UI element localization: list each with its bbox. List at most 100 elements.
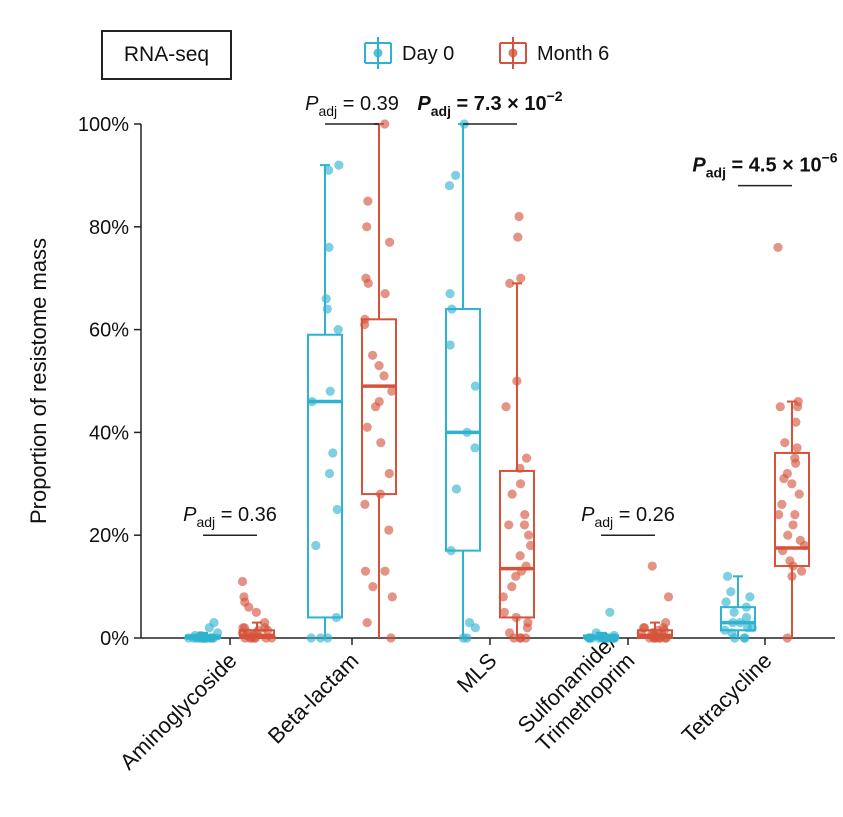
box-month-6-2 — [498, 211, 536, 643]
data-point — [380, 289, 390, 299]
data-point — [793, 396, 803, 407]
legend-item-day-0: Day 0 — [364, 37, 454, 69]
legend-swatch-dot — [508, 48, 518, 58]
data-point — [783, 530, 793, 540]
data-point — [782, 468, 792, 479]
p-value-text: Padj = 0.26 — [581, 504, 675, 530]
data-point — [745, 592, 755, 602]
data-point — [470, 443, 480, 453]
panel-label-box: RNA-seq — [101, 30, 232, 80]
x-tick-label: Tetracycline — [677, 648, 777, 748]
p-value-annotation-2: Padj = 7.3 × 10−2 — [417, 88, 563, 125]
box-month-6-1 — [360, 119, 397, 643]
box-month-6-3 — [636, 561, 674, 643]
data-point — [328, 448, 338, 458]
data-point — [741, 612, 752, 623]
data-point — [791, 417, 801, 427]
axes: 0% 20% 40% 60% 80% 100% Proportion of resistom… — [26, 114, 835, 774]
data-point — [513, 232, 523, 242]
data-point — [251, 607, 261, 617]
p-value: = 4.5 × 10 — [726, 155, 822, 177]
p-value-annotation-3: Padj = 0.26 — [581, 504, 675, 536]
data-point — [385, 237, 395, 247]
data-point — [505, 278, 515, 288]
p-subscript: adj — [706, 165, 726, 181]
box-iqr — [361, 318, 397, 496]
x-tick-label: Sulfonamide/Trimethoprim — [512, 629, 640, 757]
x-tick-label: MLS — [452, 648, 502, 698]
data-point — [729, 607, 739, 617]
data-point — [444, 181, 455, 191]
p-value-text: Padj = 7.3 × 10−2 — [417, 88, 562, 119]
data-point — [663, 592, 674, 602]
data-point — [507, 582, 517, 592]
box-iqr — [445, 308, 481, 552]
box-iqr — [499, 469, 535, 619]
x-tick-label: Aminoglycoside — [115, 648, 242, 775]
y-tick-label: 0% — [100, 628, 129, 650]
data-point — [334, 160, 344, 170]
p-value: = 0.36 — [215, 504, 277, 526]
box-month-6-4 — [773, 242, 810, 643]
y-tick-label: 80% — [89, 217, 129, 239]
legend-swatch-dot — [373, 48, 383, 58]
data-point — [788, 520, 798, 530]
data-point — [360, 499, 370, 509]
data-point — [451, 170, 461, 180]
data-point — [515, 479, 526, 489]
data-point — [324, 242, 334, 252]
data-point — [726, 587, 736, 597]
p-value: = 0.39 — [337, 93, 399, 115]
p-symbol: P — [581, 504, 595, 526]
data-point — [499, 607, 509, 617]
x-tick-label-line: Aminoglycoside — [115, 648, 242, 775]
data-point — [451, 484, 462, 494]
data-point — [325, 386, 335, 396]
p-subscript: adj — [318, 103, 337, 119]
data-point — [311, 540, 321, 551]
data-point — [362, 617, 372, 628]
data-point — [321, 294, 331, 304]
data-point — [782, 633, 792, 643]
data-point — [790, 510, 800, 520]
box-iqr — [307, 333, 343, 619]
data-point — [239, 592, 249, 602]
p-value: = 7.3 × 10 — [451, 93, 547, 115]
p-value-annotation-4: Padj = 4.5 × 10−6 — [692, 150, 838, 187]
data-point — [792, 443, 802, 453]
data-point — [363, 196, 373, 206]
p-value-text: Padj = 0.39 — [305, 93, 399, 119]
data-point — [505, 628, 515, 638]
data-point — [374, 360, 384, 371]
data-point — [514, 211, 524, 222]
data-point — [380, 119, 390, 129]
p-value-text: Padj = 4.5 × 10−6 — [692, 150, 837, 181]
data-point — [775, 402, 785, 412]
box-day-0-2 — [444, 119, 481, 643]
data-point — [386, 633, 396, 643]
data-point — [470, 381, 481, 391]
data-point — [519, 520, 530, 530]
legend-item-month-6: Month 6 — [499, 37, 609, 69]
data-point — [661, 617, 671, 628]
data-point — [777, 499, 787, 509]
p-exponent: −6 — [822, 150, 838, 166]
data-point — [785, 556, 795, 566]
data-point — [360, 566, 371, 576]
data-point — [647, 561, 657, 571]
data-point — [316, 633, 326, 643]
data-point — [387, 592, 397, 602]
p-value-annotation-1: Padj = 0.39 — [305, 93, 399, 125]
data-point — [384, 468, 394, 479]
data-point — [362, 422, 372, 432]
p-subscript: adj — [594, 514, 613, 530]
box-iqr — [720, 606, 756, 632]
y-tick-label: 40% — [89, 422, 129, 444]
p-symbol: P — [305, 93, 319, 115]
data-point — [773, 242, 783, 252]
p-symbol: P — [692, 155, 706, 177]
data-point — [795, 535, 805, 545]
data-point — [515, 551, 525, 561]
box-iqr — [774, 451, 810, 568]
